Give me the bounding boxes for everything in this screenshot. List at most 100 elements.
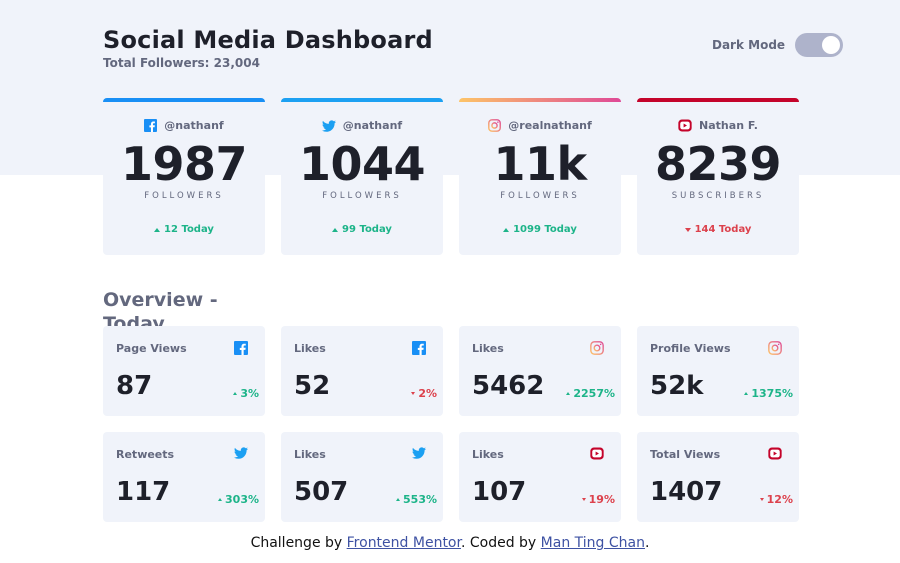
overview-label: Likes — [294, 448, 326, 461]
card-facebook[interactable]: @nathanf 1987 FOLLOWERS 12 Today — [103, 98, 265, 255]
overview-change-text: 12% — [766, 493, 793, 506]
overview-label: Likes — [472, 342, 504, 355]
author-link[interactable]: Man Ting Chan — [540, 535, 645, 551]
overview-value: 52k — [650, 371, 704, 401]
card-handle: @nathanf — [103, 119, 265, 132]
follower-count: 11k — [493, 137, 587, 191]
overview-value: 5462 — [472, 371, 545, 401]
overview-card[interactable]: Likes 52 2% — [281, 326, 443, 416]
card-handle: @nathanf — [281, 119, 443, 132]
twitter-icon — [234, 447, 248, 459]
overview-card[interactable]: Profile Views 52k 1375% — [637, 326, 799, 416]
instagram-icon — [488, 119, 502, 132]
toggle-knob — [822, 36, 841, 54]
up-arrow-icon — [218, 498, 223, 501]
count-kind: FOLLOWERS — [500, 191, 580, 201]
instagram-icon — [590, 341, 604, 355]
overview-change: 2% — [411, 387, 437, 400]
count-kind: FOLLOWERS — [322, 191, 402, 201]
dark-mode-label: Dark Mode — [712, 38, 786, 52]
overview-change-text: 2257% — [573, 387, 615, 400]
youtube-icon — [590, 447, 604, 460]
overview-change-text: 303% — [225, 493, 259, 506]
follower-cards: @nathanf 1987 FOLLOWERS 12 Today @nathan… — [103, 98, 799, 255]
follower-count: 1987 — [120, 137, 248, 191]
twitter-icon — [412, 447, 426, 459]
total-followers: Total Followers: 23,004 — [103, 56, 260, 70]
overview-card[interactable]: Likes 107 19% — [459, 432, 621, 522]
today-change: 99 Today — [281, 224, 443, 235]
down-arrow-icon — [759, 498, 764, 501]
overview-label: Total Views — [650, 448, 721, 461]
footer-suffix: . — [644, 535, 650, 551]
overview-label: Likes — [472, 448, 504, 461]
card-accent-bar — [459, 98, 621, 102]
overview-value: 117 — [116, 477, 171, 507]
card-accent-bar — [281, 98, 443, 102]
overview-change-text: 3% — [240, 387, 259, 400]
overview-card[interactable]: Likes 5462 2257% — [459, 326, 621, 416]
attribution-footer: Challenge by Frontend Mentor. Coded by M… — [0, 535, 900, 551]
overview-card[interactable]: Retweets 117 303% — [103, 432, 265, 522]
overview-card[interactable]: Total Views 1407 12% — [637, 432, 799, 522]
card-twitter[interactable]: @nathanf 1044 FOLLOWERS 99 Today — [281, 98, 443, 255]
card-accent-bar — [103, 98, 265, 102]
overview-value: 107 — [472, 477, 527, 507]
today-change-text: 99 Today — [342, 224, 392, 235]
overview-change-text: 1375% — [751, 387, 793, 400]
overview-change: 3% — [233, 387, 259, 400]
youtube-icon — [768, 447, 782, 460]
overview-label: Retweets — [116, 448, 175, 461]
today-change: 12 Today — [103, 224, 265, 235]
today-change: 144 Today — [637, 224, 799, 235]
handle-text: @realnathanf — [508, 119, 592, 132]
up-arrow-icon — [503, 227, 510, 232]
follower-count: 8239 — [654, 137, 782, 191]
follower-count: 1044 — [298, 137, 426, 191]
down-arrow-icon — [684, 227, 691, 232]
dark-mode-toggle[interactable] — [795, 33, 844, 57]
overview-card[interactable]: Page Views 87 3% — [103, 326, 265, 416]
overview-change-text: 553% — [403, 493, 437, 506]
up-arrow-icon — [154, 227, 161, 232]
card-youtube[interactable]: Nathan F. 8239 SUBSCRIBERS 144 Today — [637, 98, 799, 255]
card-instagram[interactable]: @realnathanf 11k FOLLOWERS 1099 Today — [459, 98, 621, 255]
today-change: 1099 Today — [459, 224, 621, 235]
card-handle: @realnathanf — [459, 119, 621, 132]
overview-label: Page Views — [116, 342, 187, 355]
overview-label: Profile Views — [650, 342, 731, 355]
instagram-icon — [768, 341, 782, 355]
up-arrow-icon — [744, 392, 749, 395]
down-arrow-icon — [411, 392, 416, 395]
up-arrow-icon — [332, 227, 339, 232]
overview-change: 12% — [759, 493, 793, 506]
footer-prefix: Challenge by — [250, 535, 347, 551]
footer-middle: . Coded by — [460, 535, 541, 551]
up-arrow-icon — [233, 392, 238, 395]
overview-title: Overview - Today — [103, 289, 218, 326]
facebook-icon — [144, 119, 158, 132]
up-arrow-icon — [566, 392, 571, 395]
overview-change-text: 19% — [588, 493, 615, 506]
facebook-icon — [234, 341, 248, 355]
count-kind: SUBSCRIBERS — [671, 191, 765, 201]
dark-mode-switch: Dark Mode — [712, 33, 844, 57]
down-arrow-icon — [581, 498, 586, 501]
facebook-icon — [412, 341, 426, 355]
frontend-mentor-link[interactable]: Frontend Mentor — [346, 535, 461, 551]
handle-text: Nathan F. — [699, 119, 758, 132]
overview-grid: Page Views 87 3% Likes 52 2% Likes 5462 … — [103, 326, 799, 522]
overview-change-text: 2% — [418, 387, 437, 400]
card-accent-bar — [637, 98, 799, 102]
overview-value: 1407 — [650, 477, 723, 507]
overview-value: 87 — [116, 371, 153, 401]
handle-text: @nathanf — [164, 119, 224, 132]
overview-card[interactable]: Likes 507 553% — [281, 432, 443, 522]
today-change-text: 12 Today — [164, 224, 214, 235]
overview-change: 1375% — [744, 387, 793, 400]
page-header: Social Media Dashboard Total Followers: … — [103, 26, 433, 70]
today-change-text: 144 Today — [694, 224, 752, 235]
overview-change: 553% — [396, 493, 437, 506]
page-title: Social Media Dashboard — [103, 26, 433, 54]
today-change-text: 1099 Today — [513, 224, 577, 235]
